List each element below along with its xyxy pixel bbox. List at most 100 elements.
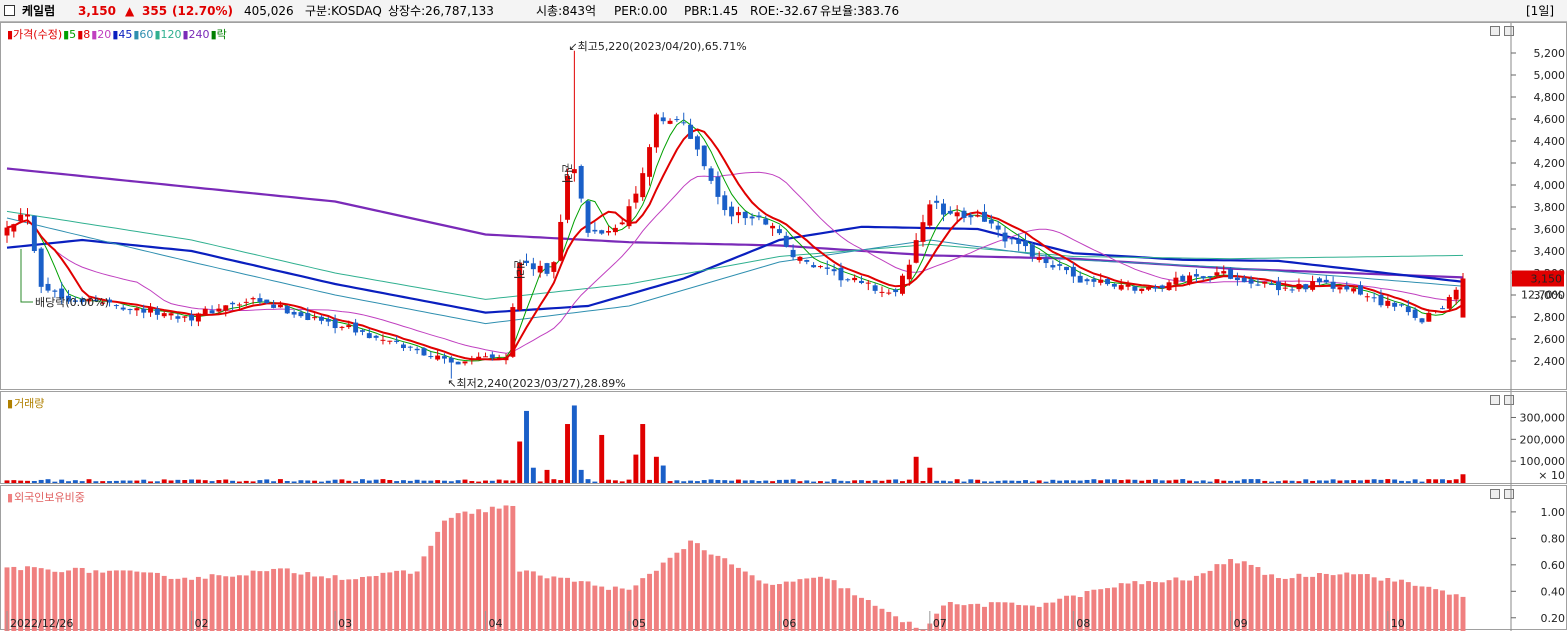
- foreign-ratio-bar: [401, 570, 406, 631]
- volume-bar: [312, 480, 318, 483]
- foreign-ratio-bar: [1002, 602, 1008, 631]
- candle-body: [1419, 318, 1425, 323]
- volume-bar: [1002, 480, 1008, 483]
- retention-ratio: 유보율:383.76: [820, 4, 900, 18]
- volume-bar: [1207, 481, 1213, 483]
- volume-bar: [975, 479, 981, 483]
- candle-body: [257, 298, 263, 302]
- foreign-ratio-bar: [633, 585, 639, 631]
- volume-bar: [216, 480, 222, 483]
- volume-bar: [401, 480, 406, 483]
- foreign-ratio-bar: [1077, 597, 1083, 631]
- volume-bar: [647, 479, 653, 483]
- candle-body: [462, 361, 468, 364]
- minimize-pane-icon[interactable]: [1490, 395, 1500, 405]
- volume-bar: [4, 480, 10, 483]
- candle-body: [599, 230, 605, 234]
- stock-name[interactable]: 케일럼: [22, 4, 56, 18]
- candle-body: [31, 215, 37, 252]
- foreign-ratio-bar: [1378, 580, 1384, 631]
- x-tick-label: 2022/12/26: [10, 617, 73, 630]
- candle-body: [947, 210, 953, 214]
- foreign-ratio-bar: [448, 517, 454, 631]
- candle-body: [1364, 296, 1370, 298]
- volume-bar: [1146, 479, 1152, 483]
- candle-body: [175, 316, 181, 319]
- candle-body: [318, 316, 324, 321]
- volume-bar: [503, 480, 509, 483]
- foreign-ratio-bar: [93, 570, 99, 631]
- candle-body: [1098, 279, 1104, 283]
- volume-bar: [947, 481, 953, 483]
- close-pane-icon[interactable]: [1504, 26, 1514, 36]
- candle-body: [1105, 279, 1111, 285]
- volume-bar: [1303, 479, 1309, 483]
- foreign-ratio-bar: [1303, 576, 1309, 631]
- candle-body: [1330, 281, 1336, 289]
- volume-bar: [517, 441, 523, 483]
- ma8-line: [6, 128, 1464, 361]
- candle-body: [1029, 244, 1035, 257]
- volume-bar: [688, 480, 694, 483]
- volume-bar: [448, 481, 454, 483]
- volume-bar: [708, 479, 714, 483]
- foreign-ratio-bar: [1344, 572, 1350, 631]
- candle-body: [612, 227, 618, 233]
- volume-bar: [619, 481, 625, 483]
- close-pane-icon[interactable]: [1504, 489, 1514, 499]
- volume-bar: [763, 480, 769, 483]
- volume-bar: [455, 480, 461, 483]
- volume-bar: [100, 481, 106, 483]
- foreign-ratio-bar: [1399, 579, 1404, 631]
- candle-body: [1446, 297, 1452, 309]
- minimize-pane-icon[interactable]: [1490, 26, 1500, 36]
- volume-bar: [1166, 480, 1172, 483]
- foreign-ratio-bar: [1105, 588, 1111, 631]
- foreign-ratio-bar: [865, 600, 871, 631]
- foreign-ownership-pane[interactable]: ▮외국인보유비중 0.20 0.40 0.60 0.80 1.00 2022/12/26 0…: [0, 485, 1567, 631]
- price-pane[interactable]: ▮가격(수정)▮5▮8▮20▮45▮60▮120▮240▮락 2,400 2,60…: [0, 22, 1567, 391]
- select-checkbox[interactable]: [4, 5, 15, 16]
- candle-body: [633, 193, 639, 203]
- foreign-ratio-bar: [1166, 580, 1172, 631]
- volume-pane[interactable]: ▮거래량 100,000 200,000 300,000 × 10: [0, 391, 1567, 485]
- candle-body: [838, 267, 844, 281]
- candle-body: [1262, 281, 1268, 284]
- volume-bar: [995, 480, 1001, 483]
- minimize-pane-icon[interactable]: [1490, 489, 1500, 499]
- foreign-ratio-bar: [257, 571, 263, 631]
- foreign-ratio-bar: [175, 578, 181, 631]
- volume-unit-label: × 10: [1538, 469, 1565, 482]
- foreign-ratio-bar: [852, 595, 858, 631]
- candle-body: [120, 307, 126, 310]
- candle-body: [653, 114, 659, 148]
- candle-body: [578, 165, 584, 199]
- volume-bar: [1419, 481, 1425, 483]
- close-pane-icon[interactable]: [1504, 395, 1514, 405]
- volume-bar: [1433, 479, 1439, 483]
- foreign-ratio-bar: [626, 589, 632, 631]
- legend-item-0: ▮가격(수정): [7, 28, 63, 41]
- volume-bar: [305, 480, 311, 483]
- volume-bar: [722, 480, 728, 483]
- volume-bar: [1378, 479, 1384, 483]
- candle-body: [86, 298, 92, 302]
- candle-body: [660, 117, 666, 122]
- x-tick-label: 05: [632, 617, 646, 630]
- period-selector[interactable]: [1일]: [1526, 4, 1555, 18]
- current-pct-label: 12.70%: [1521, 289, 1563, 302]
- volume-bar: [1426, 479, 1432, 483]
- candle-body: [11, 224, 17, 232]
- foreign-ratio-bar: [1405, 582, 1411, 631]
- candle-body: [585, 201, 591, 233]
- candle-body: [1234, 277, 1240, 281]
- foreign-ratio-bar: [318, 576, 324, 631]
- candle-body: [339, 326, 345, 328]
- foreign-ratio-bar: [1118, 583, 1124, 631]
- candle-body: [982, 211, 987, 222]
- candle-body: [325, 318, 331, 322]
- foreign-ratio-bar: [817, 576, 823, 631]
- volume-bar: [1275, 481, 1281, 483]
- volume-bar: [1385, 479, 1391, 483]
- candle-body: [1323, 279, 1329, 283]
